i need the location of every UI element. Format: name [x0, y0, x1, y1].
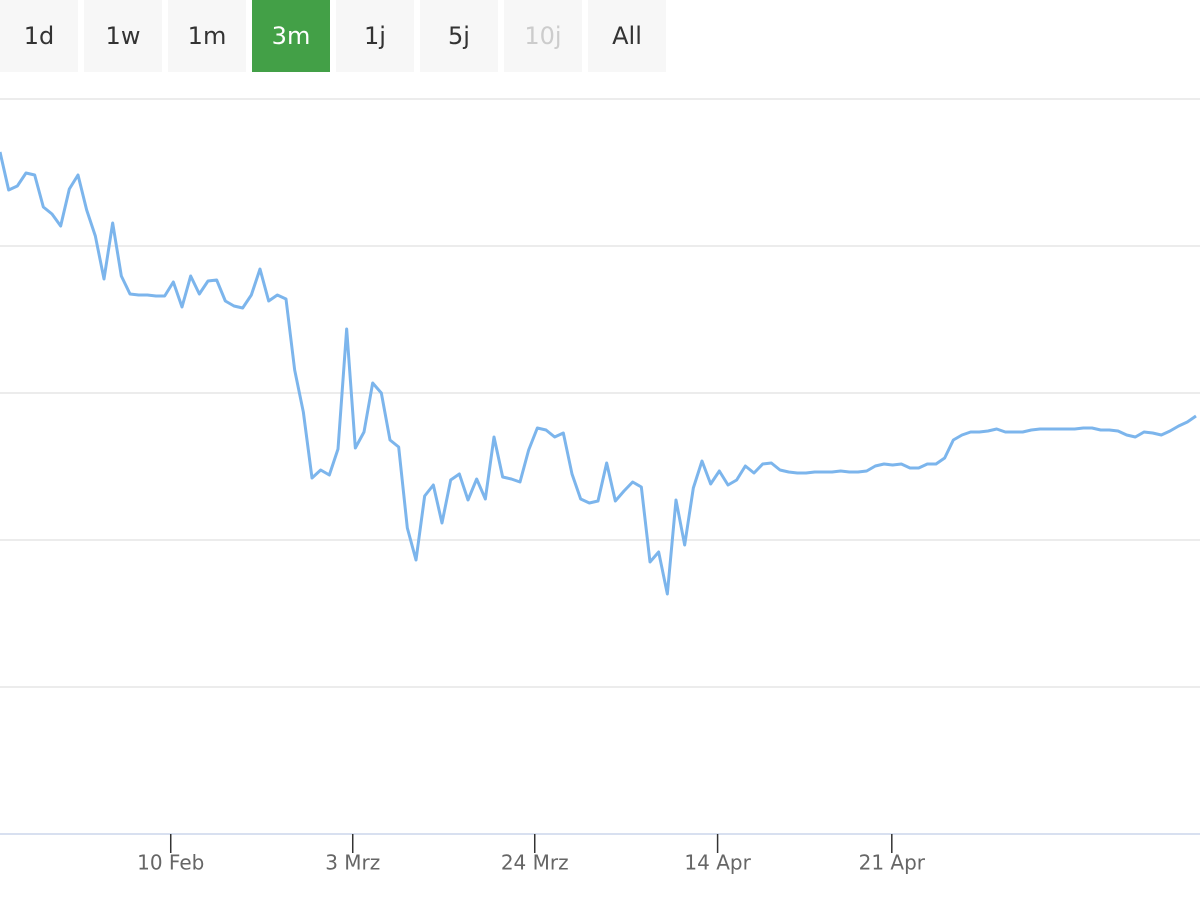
range-button[interactable] — [168, 0, 246, 72]
range-button[interactable] — [504, 0, 582, 72]
x-tick-label: 14 Apr — [684, 851, 751, 875]
range-button[interactable] — [0, 0, 78, 72]
range-button[interactable] — [252, 0, 330, 72]
x-tick-label: 3 Mrz — [325, 851, 380, 875]
range-button-label[interactable]: 1j — [364, 22, 386, 50]
x-tick-label: 21 Apr — [859, 851, 926, 875]
range-button[interactable] — [336, 0, 414, 72]
price-line — [0, 151, 1197, 596]
x-tick-label: 10 Feb — [137, 851, 204, 875]
range-button[interactable] — [588, 0, 666, 72]
range-button-label[interactable]: 1m — [188, 22, 227, 50]
range-button-label[interactable]: All — [612, 22, 642, 50]
range-button-label[interactable]: 3m — [272, 22, 311, 50]
range-button-label[interactable]: 1d — [24, 22, 55, 50]
range-button-label[interactable]: 1w — [106, 22, 141, 50]
x-tick-label: 24 Mrz — [501, 851, 569, 875]
range-button[interactable] — [420, 0, 498, 72]
range-button-label[interactable]: 10j — [524, 22, 561, 50]
range-button-label[interactable]: 5j — [448, 22, 470, 50]
range-button[interactable] — [84, 0, 162, 72]
